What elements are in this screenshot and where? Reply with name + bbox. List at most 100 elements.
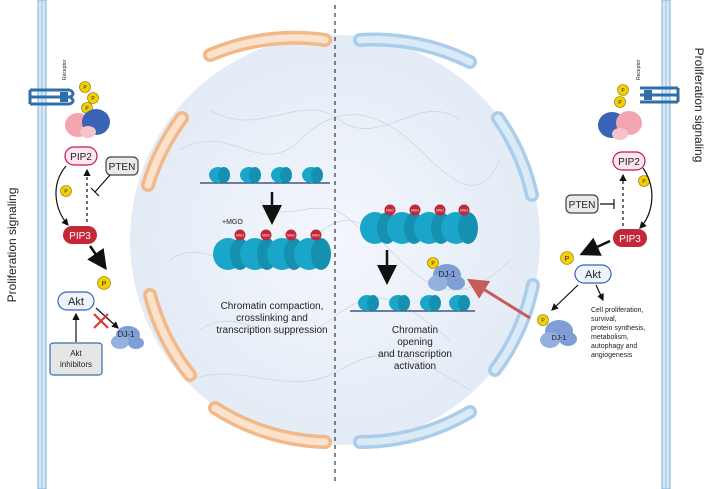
left-akt-phospho-label: P — [102, 281, 107, 288]
dj1-translocation-arrow — [466, 278, 531, 320]
left-phospho-labels: P P P P P — [64, 85, 435, 267]
left-pip2-to-pip3-arrow — [55, 165, 69, 226]
right-akt-label: Akt — [585, 269, 601, 281]
left-pi3k-complex — [65, 109, 110, 138]
chromatin-fibers — [169, 109, 511, 391]
left-pten-box — [105, 156, 139, 176]
left-receptor — [28, 88, 75, 106]
outcome-4: metabolism, — [591, 334, 629, 341]
right-pip2-label: PIP2 — [618, 157, 640, 168]
left-receptor-phospho — [79, 81, 99, 114]
left-membrane — [37, 0, 47, 489]
right-dj1-nuclear — [427, 257, 465, 291]
left-caption-2: crosslinking and — [236, 313, 308, 324]
left-akt-inhibitors-line2: inhibitors — [60, 360, 92, 369]
left-akt-label: Akt — [68, 296, 84, 308]
svg-text:P: P — [618, 100, 622, 106]
outcome-2: survival, — [591, 316, 617, 323]
outcome-1: Cell proliferation, — [591, 307, 644, 314]
left-pip2-label: PIP2 — [70, 152, 92, 163]
right-caption-2: opening — [397, 337, 433, 348]
red-x-icon — [93, 313, 109, 329]
right-side-title: Proliferation signaling — [692, 48, 706, 163]
left-akt-inhibitors-line1: Akt — [70, 349, 82, 358]
left-pip-phospho — [60, 185, 72, 197]
left-pip3-label: PIP3 — [69, 231, 91, 242]
left-dj1-label: DJ-1 — [118, 330, 135, 339]
svg-text:MGO: MGO — [460, 209, 468, 213]
left-akt-box — [57, 291, 95, 311]
right-pip3-box — [613, 229, 647, 247]
left-mgo-tag-labels: MGO MGO MGO MGO — [236, 234, 320, 238]
right-caption-4: activation — [394, 361, 436, 372]
left-receptor-label: Receptor — [62, 59, 68, 80]
left-pten-inhibition — [90, 174, 111, 197]
left-pten-label: PTEN — [109, 162, 136, 173]
outcome-6: angiogenesis — [591, 352, 633, 359]
left-nucleosomes-compact — [213, 238, 331, 270]
right-receptor — [640, 86, 680, 104]
right-pten-label: PTEN — [569, 200, 596, 211]
left-akt-inhibitors-box — [49, 342, 103, 376]
left-pip3-box — [63, 226, 97, 244]
right-membrane — [661, 0, 671, 489]
left-caption-3: transcription suppression — [216, 325, 327, 336]
right-mgo-tags — [384, 204, 470, 216]
left-akt-to-dj1-blocked — [95, 307, 119, 329]
nuclear-envelope-left — [141, 30, 332, 449]
right-pip3-to-akt-arrow — [579, 237, 611, 256]
right-dj1-cytoplasmic-label: DJ-1 — [552, 335, 567, 342]
right-akt-to-outcomes-arrow — [595, 284, 604, 302]
right-akt-box — [574, 264, 612, 284]
svg-text:MGO: MGO — [262, 234, 270, 238]
svg-text:MGO: MGO — [386, 209, 394, 213]
left-nucleosomes-top — [209, 167, 323, 183]
svg-text:P: P — [621, 88, 625, 94]
right-nucleosomes-open — [358, 295, 470, 311]
right-receptor-phospho — [614, 84, 629, 108]
svg-text:MGO: MGO — [411, 209, 419, 213]
svg-text:MGO: MGO — [312, 234, 320, 238]
right-dj1-phospho-label: P — [541, 318, 545, 324]
right-pip-phospho-label: P — [642, 179, 646, 185]
right-pip3-label: PIP3 — [619, 234, 641, 245]
right-receptor-label: Receptor — [636, 59, 642, 80]
svg-text:P: P — [91, 96, 95, 102]
left-akt-phospho — [97, 276, 111, 290]
right-akt-phospho — [560, 251, 574, 265]
svg-text:P: P — [85, 106, 89, 112]
right-pip2-to-pip3-arrow — [639, 167, 653, 229]
right-outcomes-list: Cell proliferation, survival, protein sy… — [591, 307, 646, 359]
right-nucleosomes-compact — [360, 212, 478, 244]
right-dj1-nuclear-label: DJ-1 — [439, 270, 456, 279]
nuclear-envelope-right — [353, 32, 540, 450]
svg-text:MGO: MGO — [236, 234, 244, 238]
svg-text:P: P — [64, 189, 68, 195]
right-pip2-box — [612, 151, 646, 171]
left-caption-1: Chromatin compaction, — [221, 301, 324, 312]
right-caption-3: and transcription — [378, 349, 452, 360]
right-receptor-phospho-labels: P P — [618, 88, 625, 106]
left-mgo-note: +MGO — [222, 219, 243, 226]
svg-text:P: P — [83, 85, 87, 91]
right-pi3k-complex — [598, 111, 642, 140]
right-pten-inhibition — [600, 199, 615, 209]
right-akt-phospho-label: P — [565, 256, 570, 263]
svg-text:P: P — [431, 261, 435, 267]
right-mgo-tag-labels: MGO MGO MGO MGO — [386, 209, 468, 213]
left-mgo-tags — [234, 229, 322, 241]
left-pip3-to-akt-arrow — [87, 245, 107, 271]
right-akt-to-dj1-arrow — [551, 284, 579, 311]
left-side-title: Proliferation signaling — [5, 188, 19, 303]
outcome-3: protein synthesis, — [591, 325, 646, 332]
right-caption-1: Chromatin — [392, 325, 438, 336]
svg-text:MGO: MGO — [287, 234, 295, 238]
left-pip2-box — [64, 146, 98, 166]
right-pten-box — [565, 194, 599, 214]
svg-text:MGO: MGO — [436, 209, 444, 213]
right-dj1-cytoplasmic — [537, 314, 577, 348]
left-dj1-protein — [111, 326, 144, 349]
outcome-5: autophagy and — [591, 343, 637, 350]
